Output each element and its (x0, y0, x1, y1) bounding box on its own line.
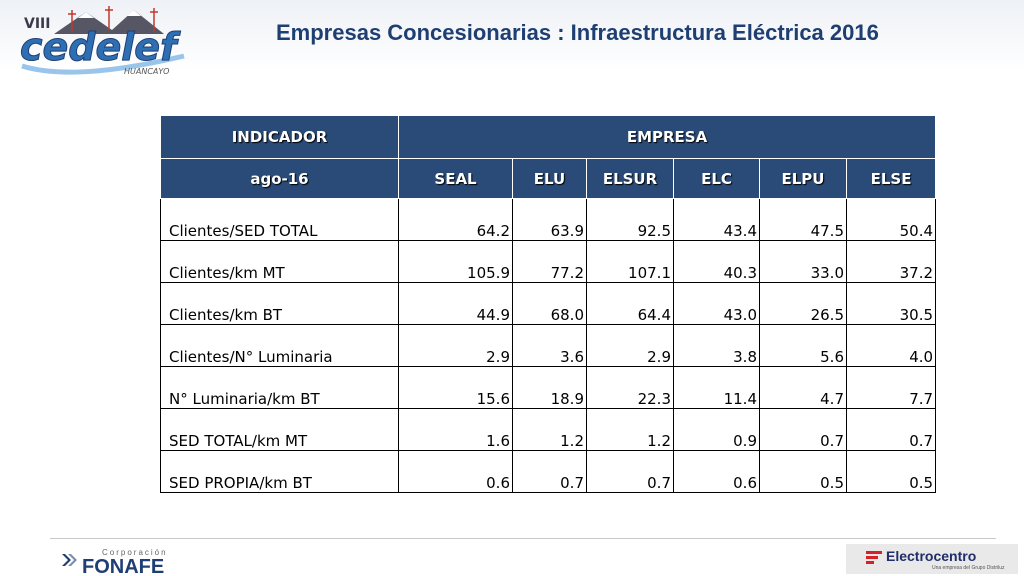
row-label: Clientes/N° Luminaria (160, 324, 399, 367)
table-cell: 33.0 (759, 240, 847, 283)
table-cell: 3.8 (673, 324, 760, 367)
table-row: N° Luminaria/km BT 15.6 18.9 22.3 11.4 4… (160, 366, 937, 409)
logo-name: cedelef (20, 25, 181, 69)
table-cell: 37.2 (845, 240, 937, 283)
table-cell: 1.2 (586, 408, 674, 451)
table-cell: 92.5 (586, 198, 674, 241)
table-cell: 22.3 (586, 366, 674, 409)
column-header: ELSE (845, 158, 937, 199)
table-row: Clientes/km MT 105.9 77.2 107.1 40.3 33.… (160, 240, 937, 283)
table-cell: 0.7 (845, 408, 937, 451)
table-cell: 77.2 (512, 240, 587, 283)
table-cell: 15.6 (398, 366, 513, 409)
table-cell: 0.7 (759, 408, 847, 451)
table-cell: 40.3 (673, 240, 760, 283)
table-cell: 64.4 (586, 282, 674, 325)
table-cell: 1.2 (512, 408, 587, 451)
column-header: ELU (512, 158, 587, 199)
period-header: ago-16 (160, 158, 399, 199)
table-cell: 43.0 (673, 282, 760, 325)
table-cell: 2.9 (398, 324, 513, 367)
table-cell: 1.6 (398, 408, 513, 451)
table-cell: 5.6 (759, 324, 847, 367)
table-cell: 7.7 (845, 366, 937, 409)
table-cell: 0.5 (845, 450, 937, 493)
table-cell: 0.6 (398, 450, 513, 493)
table-cell: 68.0 (512, 282, 587, 325)
table-cell: 0.7 (586, 450, 674, 493)
table-cell: 18.9 (512, 366, 587, 409)
footer-divider (50, 538, 996, 539)
company-header: EMPRESA (397, 115, 937, 159)
electrocentro-flag-icon (866, 551, 882, 564)
table-cell: 0.5 (759, 450, 847, 493)
row-label: Clientes/km MT (160, 240, 399, 283)
logo-roman: VIII (24, 16, 50, 32)
table-row: SED TOTAL/km MT 1.6 1.2 1.2 0.9 0.7 0.7 (160, 408, 937, 451)
table-cell: 2.9 (586, 324, 674, 367)
table-row: Clientes/SED TOTAL 64.2 63.9 92.5 43.4 4… (160, 198, 937, 241)
column-header: ELSUR (586, 158, 674, 199)
electrocentro-tagline: Una empresa del Grupo Distriluz (932, 565, 1005, 571)
table-cell: 47.5 (759, 198, 847, 241)
electrocentro-logo: Electrocentro Una empresa del Grupo Dist… (846, 544, 1018, 574)
row-label: Clientes/SED TOTAL (160, 198, 399, 241)
column-header: ELC (673, 158, 760, 199)
table-cell: 0.9 (673, 408, 760, 451)
logo-city: HUANCAYO (124, 67, 169, 76)
table-cell: 11.4 (673, 366, 760, 409)
fonafe-arrow-icon (62, 554, 77, 566)
table-cell: 63.9 (512, 198, 587, 241)
table-cell: 3.6 (512, 324, 587, 367)
indicator-header: INDICADOR (160, 115, 399, 159)
table-row: Clientes/N° Luminaria 2.9 3.6 2.9 3.8 5.… (160, 324, 937, 367)
table-cell: 0.7 (512, 450, 587, 493)
table-cell: 43.4 (673, 198, 760, 241)
fonafe-big-text: FONAFE (82, 556, 164, 575)
column-header: ELPU (759, 158, 847, 199)
table-cell: 105.9 (398, 240, 513, 283)
table-cell: 107.1 (586, 240, 674, 283)
table-cell: 4.7 (759, 366, 847, 409)
table-cell: 26.5 (759, 282, 847, 325)
table-cell: 64.2 (398, 198, 513, 241)
page-title: Empresas Concesionarias : Infraestructur… (276, 20, 879, 45)
table-row: Clientes/km BT 44.9 68.0 64.4 43.0 26.5 … (160, 282, 937, 325)
table-cell: 4.0 (845, 324, 937, 367)
row-label: SED PROPIA/km BT (160, 450, 399, 493)
edelef-logo: VIII cedelef HUANCAYO (20, 6, 185, 76)
indicators-table: INDICADOR EMPRESA ago-16 SEAL ELU ELSUR … (160, 115, 937, 493)
fonafe-small-text: Corporación (102, 548, 168, 557)
table-cell: 44.9 (398, 282, 513, 325)
table-cell: 0.6 (673, 450, 760, 493)
table-cell: 50.4 (845, 198, 937, 241)
row-label: Clientes/km BT (160, 282, 399, 325)
row-label: N° Luminaria/km BT (160, 366, 399, 409)
electrocentro-name: Electrocentro (886, 548, 977, 564)
column-header: SEAL (398, 158, 513, 199)
row-label: SED TOTAL/km MT (160, 408, 399, 451)
table-row: SED PROPIA/km BT 0.6 0.7 0.7 0.6 0.5 0.5 (160, 450, 937, 493)
fonafe-logo: Corporación FONAFE (62, 548, 168, 575)
table-cell: 30.5 (845, 282, 937, 325)
